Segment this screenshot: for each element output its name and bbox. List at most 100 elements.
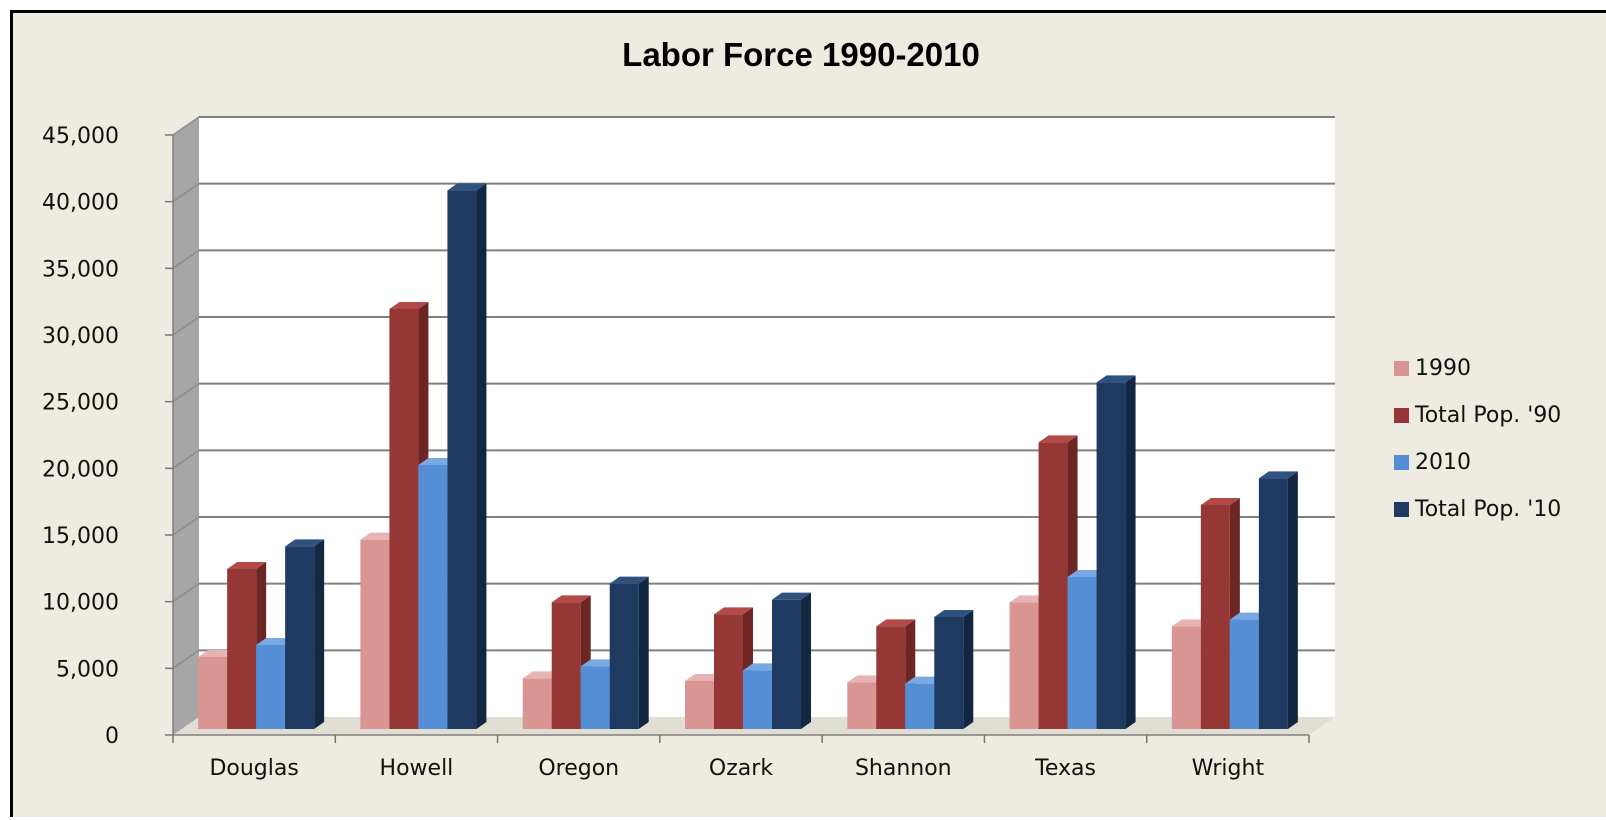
- bar-oregon-1: [551, 595, 591, 729]
- bar-front: [1009, 602, 1039, 729]
- y-tick-label: 25,000: [42, 391, 119, 416]
- legend-label: Total Pop. '90: [1414, 403, 1561, 428]
- y-tick-label: 10,000: [42, 591, 119, 616]
- legend-swatch: [1394, 455, 1409, 470]
- gridline-side: [172, 583, 200, 603]
- bar-oregon-3: [609, 576, 649, 729]
- category-label: Shannon: [855, 756, 952, 781]
- y-tick-label: 45,000: [42, 124, 119, 149]
- bar-front: [1229, 619, 1259, 729]
- gridline-side: [172, 383, 200, 403]
- y-tick-label: 35,000: [42, 257, 119, 282]
- bar-front: [905, 683, 935, 729]
- bar-douglas-3: [285, 539, 325, 729]
- bar-front: [256, 645, 286, 729]
- legend-item: 2010: [1394, 450, 1471, 475]
- bar-top: [389, 302, 429, 309]
- legend-swatch: [1394, 502, 1409, 517]
- legend-label: 1990: [1415, 356, 1471, 381]
- bar-side: [963, 610, 974, 729]
- gridline-side: [172, 116, 200, 136]
- bar-top: [447, 183, 487, 191]
- category-label: Texas: [1034, 756, 1096, 781]
- gridline-side: [172, 183, 200, 203]
- y-tick-label: 5,000: [56, 657, 119, 682]
- bar-front: [1038, 442, 1068, 729]
- side-wall: [173, 117, 199, 735]
- legend-swatch: [1394, 408, 1409, 423]
- bar-top: [772, 592, 811, 600]
- bar-shannon-3: [934, 610, 974, 729]
- bar-top: [609, 576, 649, 584]
- bar-side: [1125, 375, 1136, 729]
- gridline-side: [172, 316, 200, 336]
- bar-top: [285, 539, 325, 547]
- bar-front: [447, 190, 477, 730]
- legend-label: Total Pop. '10: [1414, 497, 1561, 522]
- bar-front: [1200, 505, 1230, 729]
- category-label: Wright: [1192, 756, 1265, 781]
- bar-front: [847, 682, 877, 729]
- y-tick-label: 30,000: [42, 324, 119, 349]
- bar-howell-3: [447, 183, 487, 730]
- bar-top: [876, 619, 916, 627]
- bar-wright-3: [1258, 471, 1298, 729]
- category-label: Howell: [380, 756, 454, 781]
- y-tick-label: 15,000: [42, 524, 119, 549]
- legend-swatch: [1394, 361, 1409, 376]
- legend-item: Total Pop. '10: [1394, 497, 1561, 522]
- gridlines: [165, 116, 1335, 736]
- category-label: Ozark: [709, 756, 773, 781]
- bar-front: [714, 614, 743, 729]
- bar-front: [876, 626, 906, 729]
- bar-front: [609, 583, 639, 729]
- bar-front: [1171, 626, 1201, 729]
- bar-top: [1258, 471, 1298, 479]
- category-labels: Douglas Howell Oregon Ozark Shannon Texas Wrig…: [209, 756, 1264, 781]
- bar-front: [580, 666, 610, 729]
- bar-front: [772, 599, 801, 729]
- bar-top: [1038, 435, 1078, 443]
- legend: 1990 Total Pop. '90 2010 Total Pop. '10: [1394, 356, 1561, 522]
- bar-front: [285, 546, 315, 729]
- bar-side: [314, 539, 325, 729]
- bar-side: [638, 576, 649, 729]
- bar-front: [1067, 577, 1097, 729]
- bar-front: [1096, 382, 1126, 729]
- bar-front: [360, 539, 390, 729]
- bar-front: [198, 657, 228, 729]
- bar-top: [1096, 375, 1136, 383]
- bars: [198, 183, 1298, 730]
- bar-top: [714, 607, 753, 615]
- bar-ozark-3: [772, 592, 811, 729]
- axes: [172, 135, 1310, 743]
- bar-top: [934, 610, 974, 617]
- bar-top: [1200, 498, 1240, 505]
- bar-front: [1258, 478, 1288, 729]
- bar-front: [743, 670, 772, 729]
- legend-item: Total Pop. '90: [1394, 403, 1561, 428]
- chart-walls: [173, 117, 1335, 735]
- bar-front: [551, 602, 581, 729]
- y-tick-labels: 0 5,000 10,000 15,000 20,000 25,000 30,000 35,0…: [42, 124, 119, 749]
- bar-top: [227, 562, 267, 569]
- bar-front: [522, 678, 552, 729]
- legend-label: 2010: [1415, 450, 1471, 475]
- bar-front: [389, 309, 419, 729]
- bar-front: [227, 569, 257, 729]
- category-label: Oregon: [538, 756, 619, 781]
- y-tick-label: 0: [105, 724, 119, 749]
- bar-top: [551, 595, 591, 603]
- gridline-side: [172, 649, 200, 669]
- bar-front: [934, 617, 964, 729]
- bar-side: [1287, 471, 1298, 729]
- gridline-side: [172, 516, 200, 536]
- y-tick-label: 40,000: [42, 191, 119, 216]
- gridline-side: [172, 249, 200, 269]
- bar-shannon-1: [876, 619, 916, 729]
- category-label: Douglas: [209, 756, 298, 781]
- gridline-side: [172, 449, 200, 469]
- bar-front: [418, 465, 448, 729]
- bar-side: [476, 183, 487, 730]
- y-tick-label: 20,000: [42, 457, 119, 482]
